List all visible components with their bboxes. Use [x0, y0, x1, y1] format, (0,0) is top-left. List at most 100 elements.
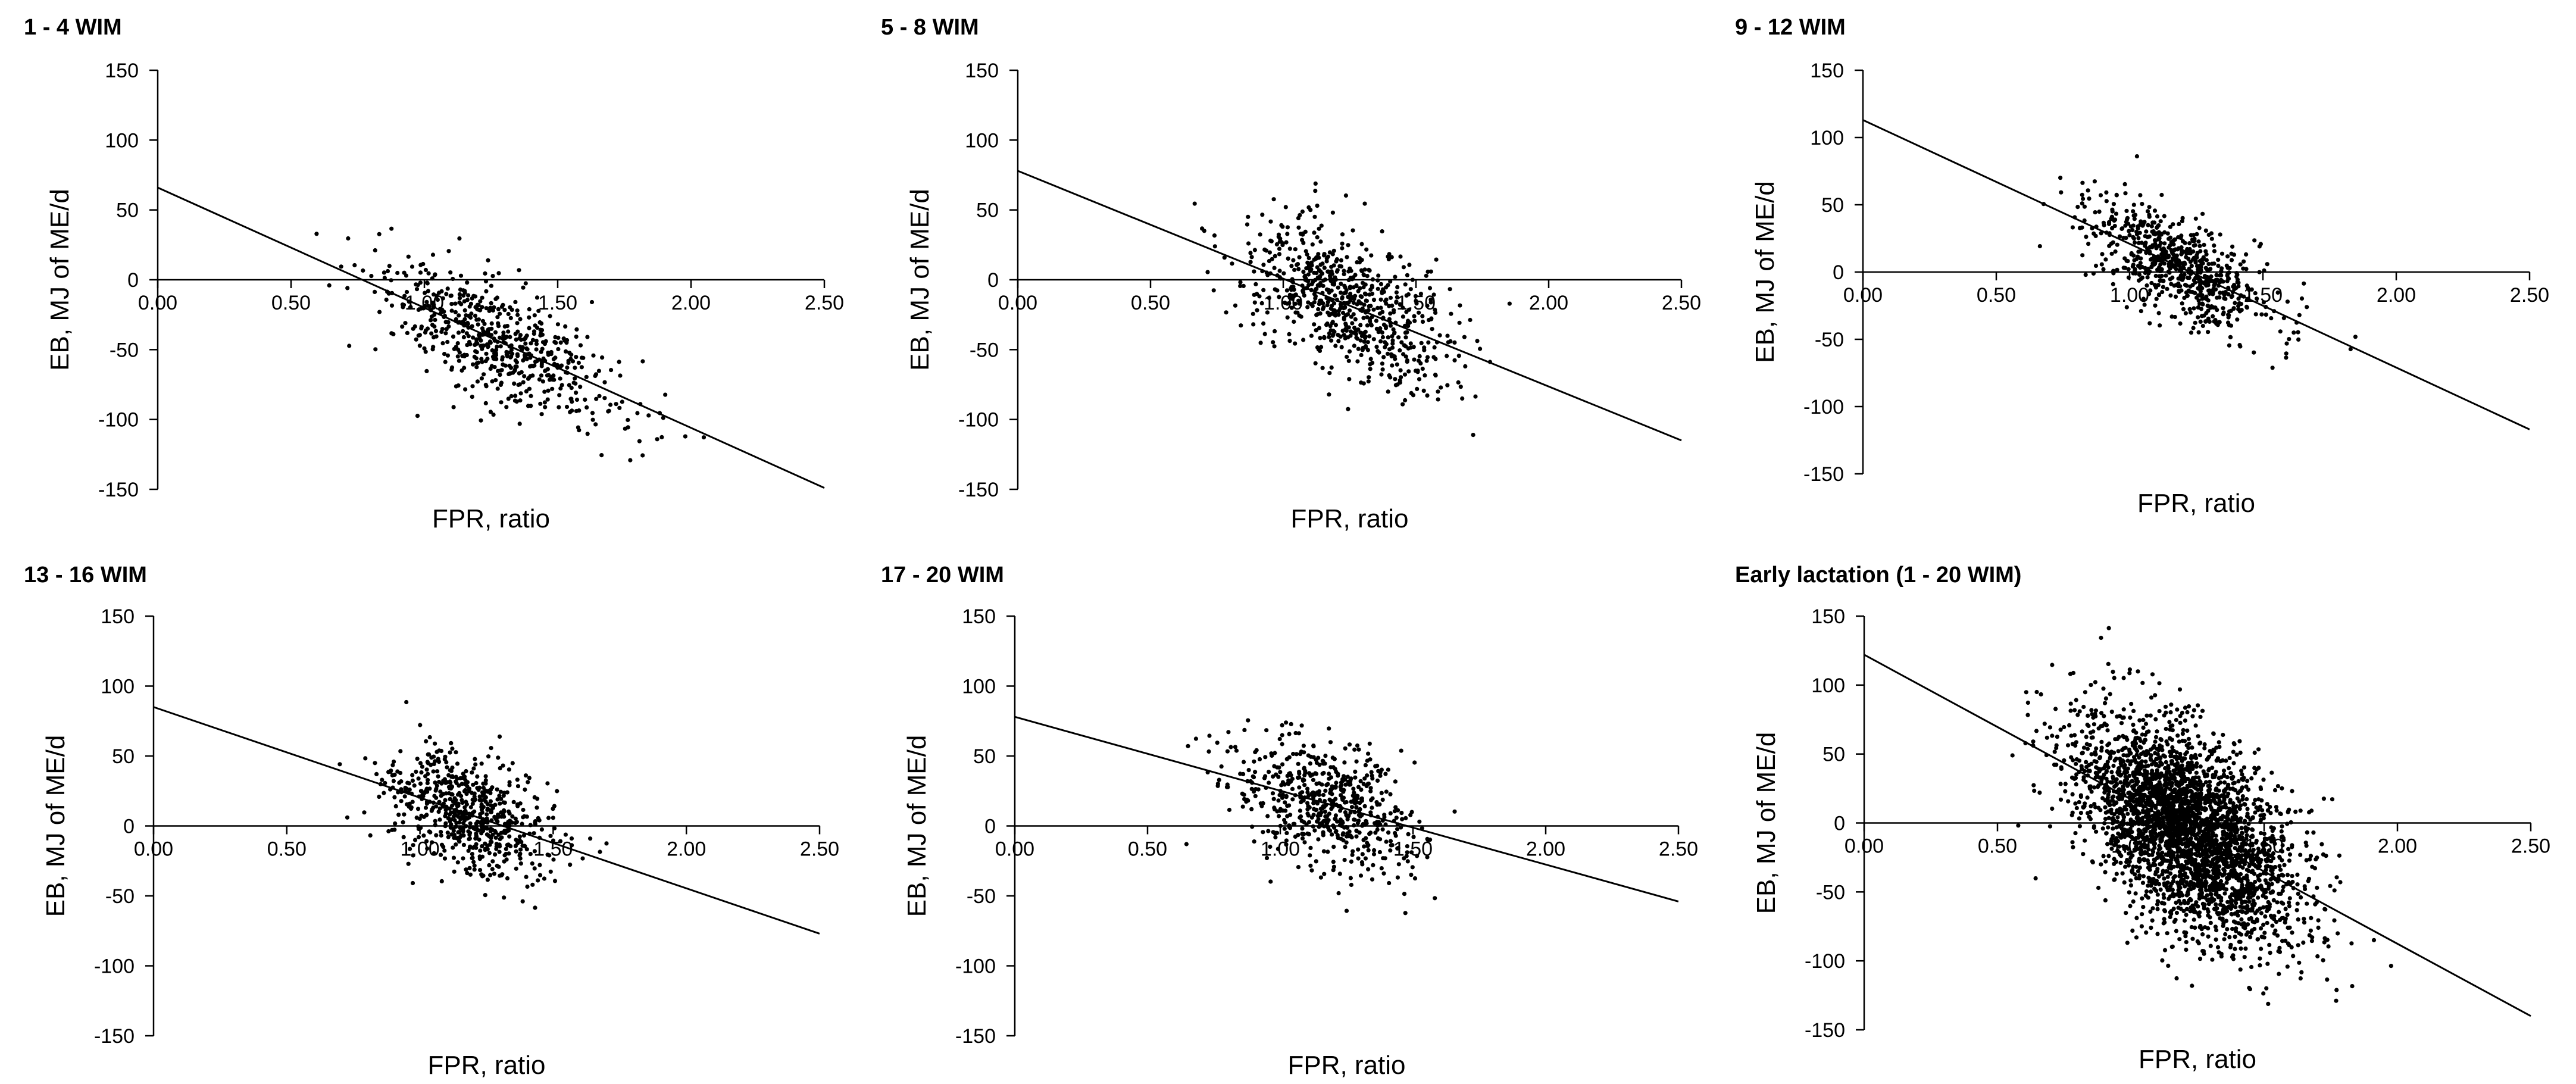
data-point — [2137, 278, 2142, 283]
data-point — [502, 800, 507, 805]
y-tick-label: -50 — [967, 885, 996, 908]
data-point — [2290, 789, 2294, 794]
data-point — [1364, 292, 1368, 296]
data-point — [2139, 219, 2143, 224]
y-tick-label: -150 — [955, 1025, 996, 1048]
data-point — [518, 345, 523, 349]
data-point — [1280, 742, 1284, 746]
data-point — [1321, 305, 1326, 310]
data-point — [1335, 268, 1340, 273]
data-point — [495, 787, 499, 792]
data-point — [2291, 330, 2296, 335]
data-point — [1318, 336, 1323, 340]
data-point — [585, 335, 590, 339]
data-point — [1373, 830, 1378, 835]
data-point — [2114, 800, 2119, 805]
data-point — [2058, 797, 2064, 802]
data-point — [540, 332, 545, 337]
data-point — [545, 781, 550, 786]
data-point — [1316, 837, 1321, 842]
data-point — [490, 785, 495, 790]
data-point — [2262, 268, 2266, 273]
data-point — [2240, 794, 2245, 799]
data-point — [2072, 733, 2077, 738]
data-point — [389, 226, 394, 231]
data-point — [501, 763, 505, 768]
data-point — [2153, 735, 2159, 739]
data-point — [502, 895, 507, 900]
data-point — [1346, 358, 1351, 363]
data-point — [1359, 788, 1364, 792]
data-point — [1342, 268, 1346, 273]
data-point — [2187, 241, 2192, 246]
data-point — [460, 800, 465, 805]
data-point — [2156, 311, 2161, 315]
data-point — [2108, 754, 2113, 760]
data-point — [527, 386, 532, 391]
data-point — [1388, 811, 1393, 816]
data-point — [583, 397, 587, 402]
data-point — [539, 328, 545, 333]
data-point — [1287, 823, 1292, 828]
data-point — [1271, 197, 1276, 202]
data-point — [1452, 809, 1457, 814]
data-point — [2154, 231, 2159, 236]
data-point — [1322, 871, 1327, 876]
data-point — [1322, 336, 1327, 340]
data-point — [1379, 866, 1384, 871]
data-point — [2305, 830, 2309, 835]
data-point — [454, 780, 459, 786]
data-point — [2205, 274, 2210, 280]
data-point — [1457, 320, 1462, 325]
data-point — [2099, 231, 2103, 236]
data-point — [1356, 327, 1361, 332]
data-point — [2115, 819, 2120, 824]
data-point — [1354, 759, 1359, 764]
data-point — [416, 835, 421, 839]
data-point — [2071, 845, 2075, 849]
data-point — [482, 792, 486, 796]
data-point — [498, 801, 502, 806]
data-point — [480, 326, 485, 331]
data-point — [433, 272, 437, 277]
x-tick-label: 0.50 — [1977, 284, 2016, 307]
data-point — [2169, 702, 2174, 707]
data-point — [491, 413, 496, 417]
data-point — [1412, 760, 1417, 765]
data-point — [1395, 875, 1400, 880]
data-point — [1368, 786, 1373, 791]
data-point — [1246, 214, 1251, 219]
data-point — [2314, 857, 2318, 862]
data-point — [1255, 308, 1259, 313]
data-point — [1267, 295, 1271, 301]
data-point — [1321, 253, 1327, 258]
data-point — [1376, 820, 1381, 824]
data-point — [2245, 779, 2250, 783]
data-point — [1361, 273, 1367, 277]
data-point — [493, 829, 498, 833]
data-point — [2200, 932, 2205, 937]
data-point — [483, 778, 488, 783]
data-point — [1399, 375, 1403, 380]
data-point — [2212, 249, 2217, 254]
data-point — [1342, 283, 1347, 288]
data-point — [1399, 811, 1404, 816]
data-point — [437, 307, 442, 311]
data-point — [2237, 807, 2242, 811]
data-point — [486, 789, 490, 794]
data-point — [2140, 680, 2145, 685]
data-point — [488, 799, 493, 804]
data-point — [390, 763, 395, 767]
data-point — [1288, 779, 1293, 785]
data-point — [1280, 723, 1284, 727]
scatter-points — [1192, 181, 1512, 438]
data-point — [363, 756, 368, 761]
data-point — [2257, 270, 2262, 274]
data-point — [465, 780, 470, 785]
data-point — [525, 347, 530, 352]
data-point — [1297, 785, 1302, 790]
data-point — [1349, 799, 1353, 804]
data-point — [484, 351, 489, 356]
data-point — [427, 829, 432, 834]
data-point — [1313, 361, 1318, 366]
